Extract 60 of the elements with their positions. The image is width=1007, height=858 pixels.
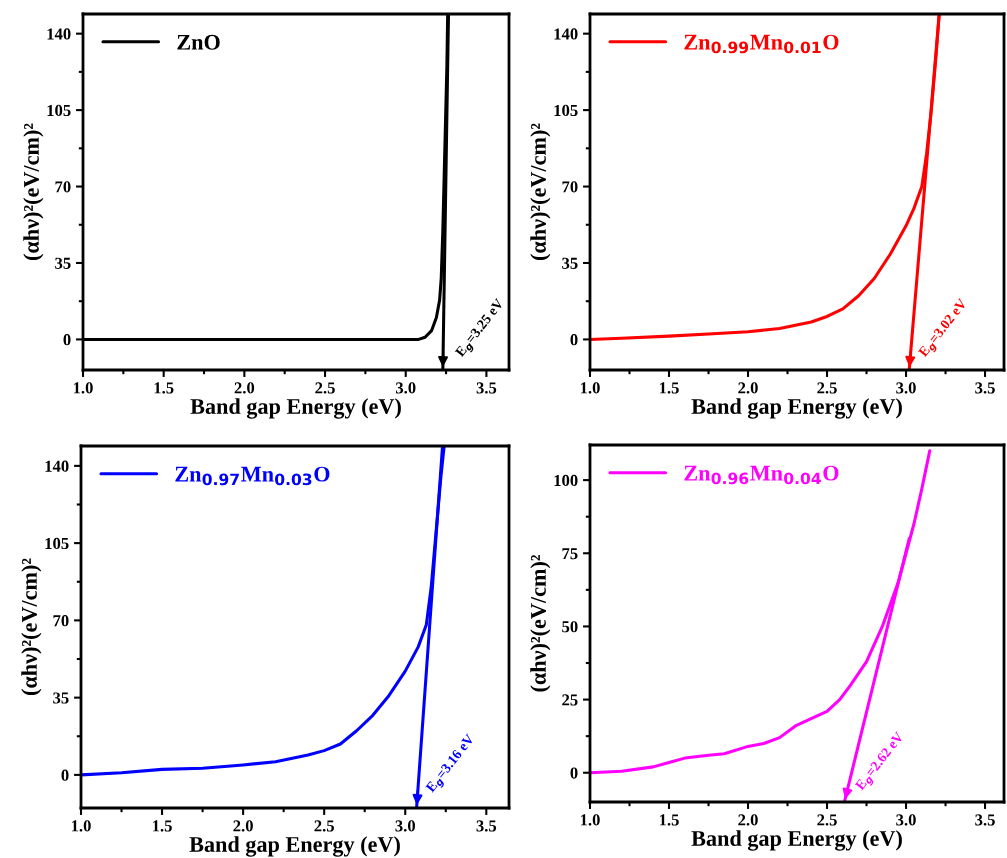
x-axis-title: Band gap Energy (eV) <box>190 398 401 419</box>
x-tick-label: 1.0 <box>71 820 91 832</box>
x-tick-label: 1.5 <box>154 382 174 394</box>
legend-label: Zn$_{0.99}$Mn$_{0.01}$O <box>684 34 839 54</box>
y-tick-label: 35 <box>562 257 578 269</box>
y-tick-label: 0 <box>570 334 578 346</box>
y-tick-label: 35 <box>53 692 69 704</box>
x-tick-label: 2.5 <box>314 820 334 832</box>
x-tick-label: 2.0 <box>233 820 253 832</box>
x-tick-label: 2.5 <box>817 382 837 394</box>
y-tick-label: 25 <box>562 694 578 706</box>
x-tick-label: 2.0 <box>234 382 255 394</box>
y-tick-label: 70 <box>562 181 578 193</box>
x-tick-label: 3.5 <box>975 814 995 826</box>
x-tick-label: 3.0 <box>896 382 916 394</box>
y-tick-label: 0 <box>61 769 69 781</box>
y-tick-label: 70 <box>53 615 69 627</box>
y-tick-label: 0 <box>570 767 578 779</box>
y-tick-label: 70 <box>55 181 71 193</box>
y-tick-label: 140 <box>47 28 71 40</box>
y-axis-title: (αhν)²(eV/cm)² <box>23 123 44 261</box>
x-tick-label: 3.0 <box>395 382 416 394</box>
x-tick-label: 1.5 <box>659 382 679 394</box>
x-tick-label: 3.0 <box>896 814 916 826</box>
annotation: E$_{g}$=2.62 eV <box>854 731 908 794</box>
annotation: E$_{g}$=3.02 eV <box>917 297 971 361</box>
x-tick-label: 1.0 <box>580 814 600 826</box>
x-tick-label: 3.5 <box>476 820 497 832</box>
y-tick-label: 50 <box>562 621 578 633</box>
x-tick-label: 2.0 <box>738 382 758 394</box>
y-tick-label: 75 <box>562 548 578 560</box>
annotation: E$_{g}$=3.25 eV <box>454 297 508 361</box>
x-axis-title: Band gap Energy (eV) <box>189 836 400 857</box>
y-tick-label: 105 <box>45 537 69 550</box>
x-axis-title: Band gap Energy (eV) <box>691 398 902 419</box>
legend-label: Zn$_{0.96}$Mn$_{0.04}$O <box>684 465 839 485</box>
y-axis-title: (αhν)²(eV/cm)² <box>530 554 551 692</box>
y-axis-title: (αhν)²(eV/cm)² <box>21 558 42 696</box>
x-tick-label: 1.5 <box>152 820 172 832</box>
annotation: E$_{g}$=3.16 eV <box>425 733 478 796</box>
y-tick-label: 140 <box>554 28 578 40</box>
y-axis-title: (αhν)²(eV/cm)² <box>530 123 551 261</box>
x-tick-label: 1.0 <box>73 382 93 394</box>
y-tick-label: 105 <box>554 104 578 117</box>
legend-label: Zn$_{0.97}$Mn$_{0.03}$O <box>175 466 330 486</box>
legend-label: ZnO <box>177 34 220 50</box>
x-tick-label: 2.5 <box>817 814 837 826</box>
y-tick-label: 0 <box>63 334 71 346</box>
x-tick-label: 3.0 <box>395 820 416 832</box>
x-axis-title: Band gap Energy (eV) <box>691 830 902 851</box>
x-tick-label: 2.5 <box>315 382 335 394</box>
y-tick-label: 35 <box>55 257 71 269</box>
y-tick-label: 105 <box>47 104 71 117</box>
x-tick-label: 3.5 <box>975 382 995 394</box>
x-tick-label: 2.0 <box>738 814 758 826</box>
y-tick-label: 140 <box>45 460 69 472</box>
x-tick-label: 3.5 <box>476 382 497 394</box>
x-tick-label: 1.0 <box>580 382 600 394</box>
y-tick-label: 100 <box>554 474 578 487</box>
x-tick-label: 1.5 <box>659 814 679 826</box>
